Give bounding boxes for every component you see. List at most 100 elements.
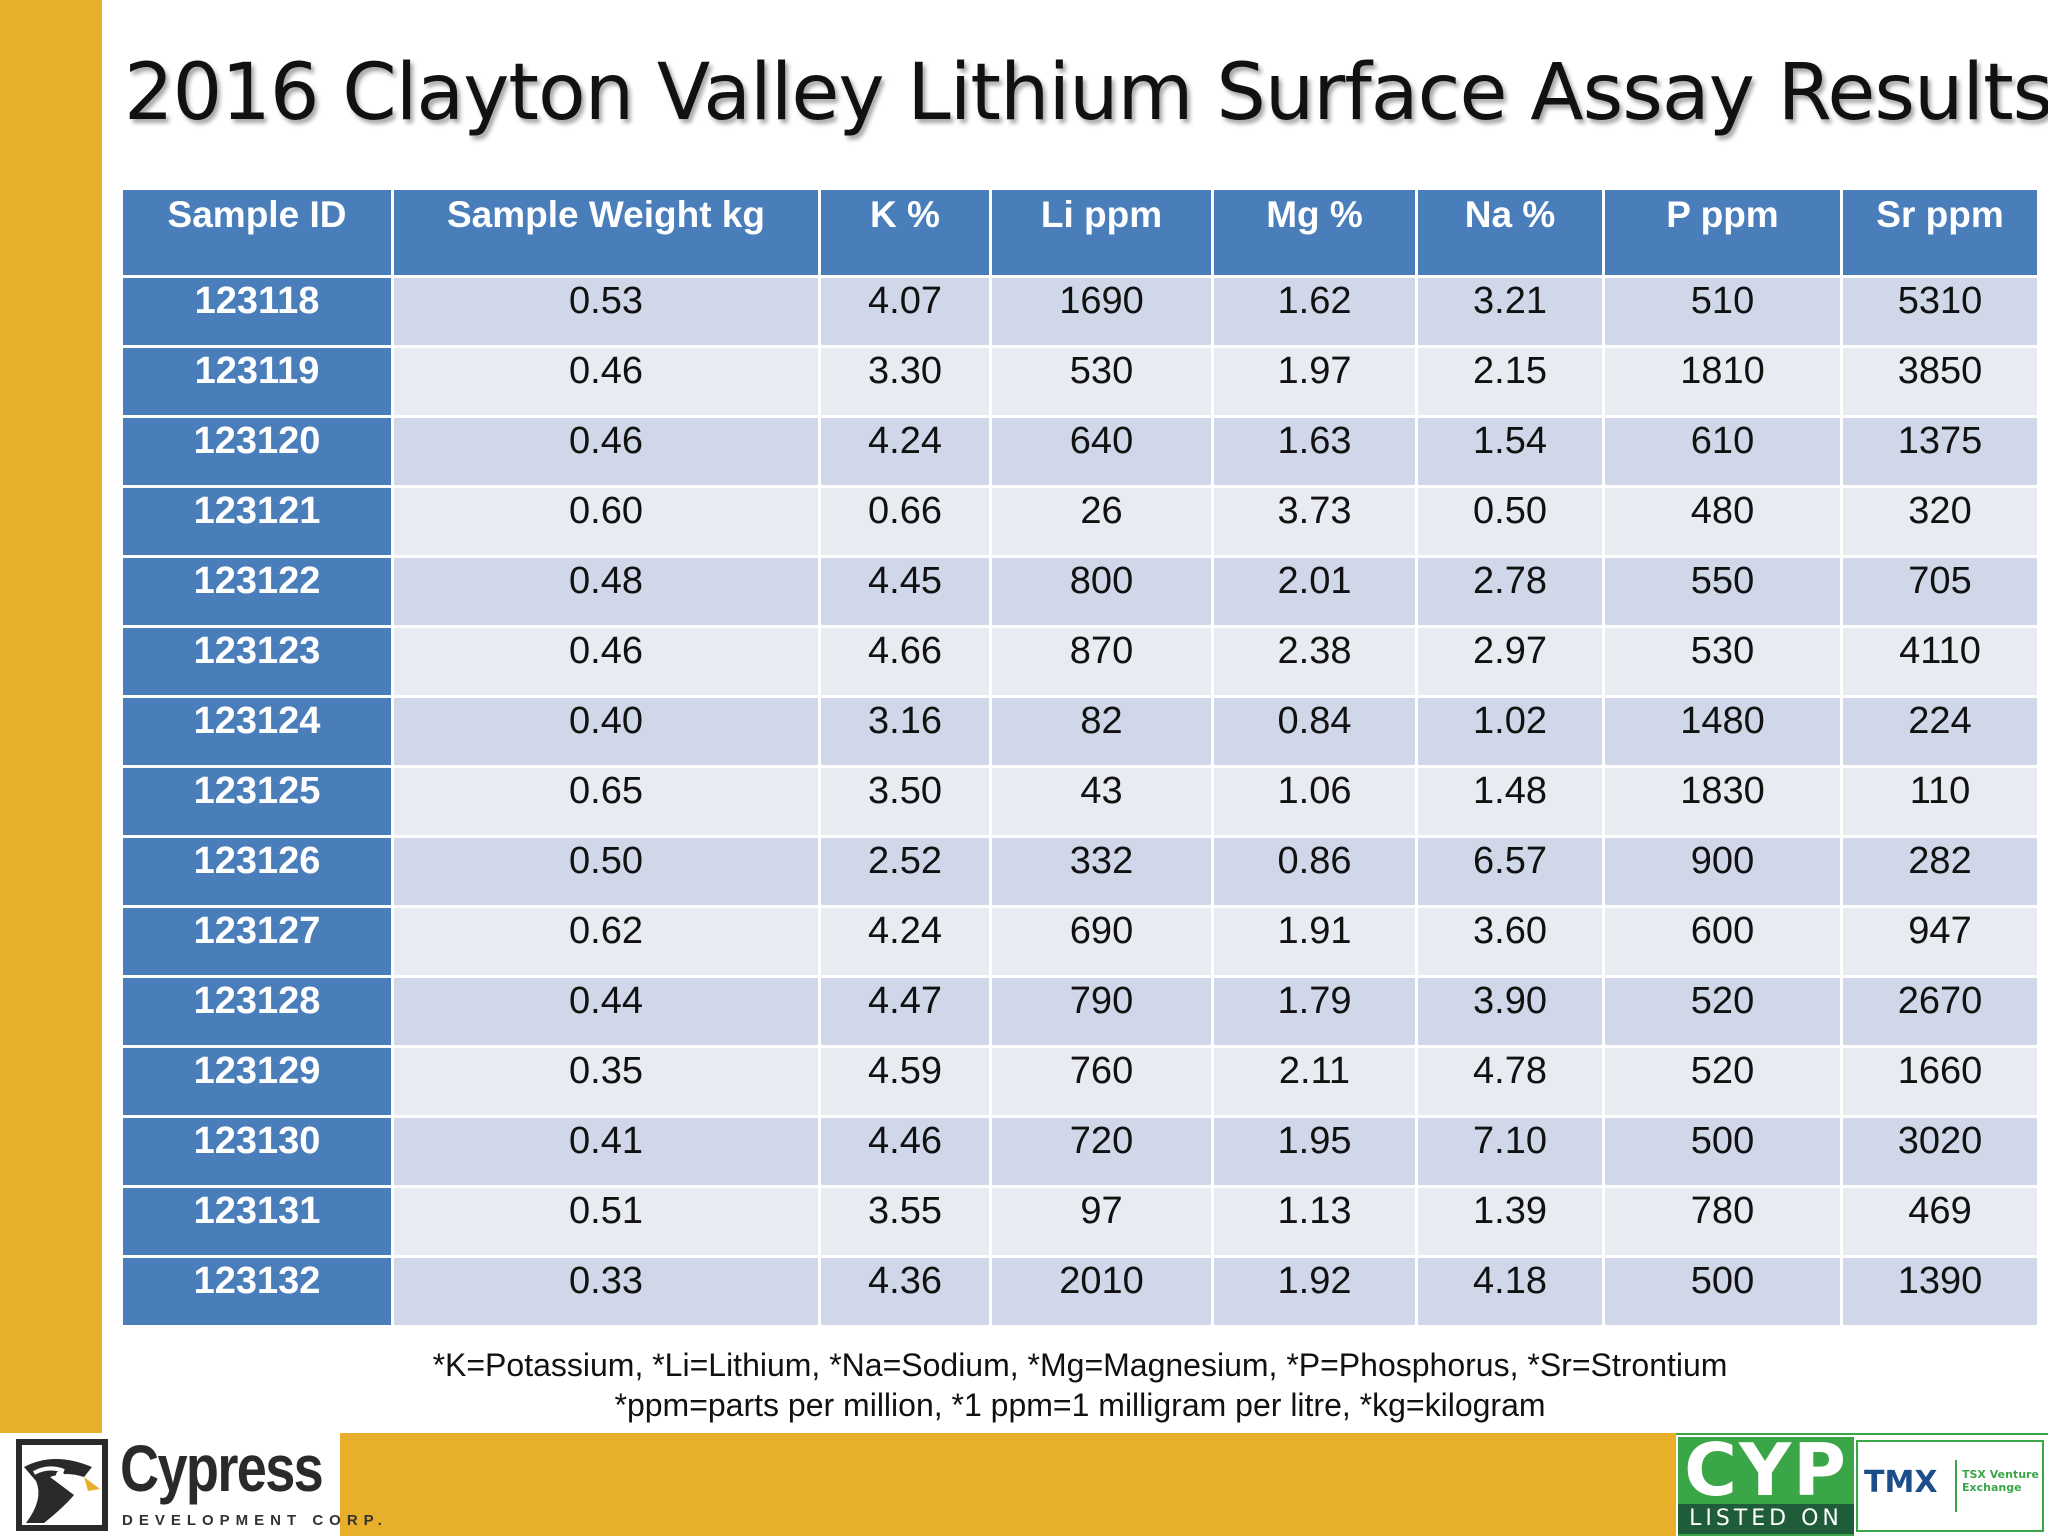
column-header: Li ppm — [992, 190, 1211, 275]
listed-on-label: LISTED ON — [1678, 1504, 1854, 1534]
ticker-symbol: CYP — [1684, 1428, 1848, 1512]
table-cell: 640 — [992, 418, 1211, 485]
table-cell: 1390 — [1843, 1258, 2037, 1325]
table-cell: 4.24 — [821, 418, 989, 485]
sample-id-cell: 123124 — [123, 698, 391, 765]
table-cell: 2.11 — [1214, 1048, 1415, 1115]
sample-id-cell: 123130 — [123, 1118, 391, 1185]
table-cell: 0.48 — [394, 558, 818, 625]
table-cell: 43 — [992, 768, 1211, 835]
table-cell: 0.41 — [394, 1118, 818, 1185]
table-cell: 4.66 — [821, 628, 989, 695]
company-subtitle: DEVELOPMENT CORP. — [122, 1512, 388, 1529]
bottom-accent-bar — [340, 1433, 1676, 1536]
table-cell: 282 — [1843, 838, 2037, 905]
table-cell: 4.59 — [821, 1048, 989, 1115]
table-cell: 705 — [1843, 558, 2037, 625]
company-name: Cypress — [120, 1431, 324, 1505]
table-cell: 1.06 — [1214, 768, 1415, 835]
table-cell: 510 — [1605, 278, 1840, 345]
table-row: 123125 0.65 3.50 43 1.06 1.48 1830 110 — [123, 768, 2037, 835]
table-cell: 3.50 — [821, 768, 989, 835]
table-cell: 610 — [1605, 418, 1840, 485]
table-cell: 3.60 — [1418, 908, 1602, 975]
table-cell: 4.07 — [821, 278, 989, 345]
table-cell: 0.86 — [1214, 838, 1415, 905]
table-cell: 3.16 — [821, 698, 989, 765]
sample-id-cell: 123129 — [123, 1048, 391, 1115]
table-cell: 3.21 — [1418, 278, 1602, 345]
table-cell: 0.50 — [394, 838, 818, 905]
table-cell: 947 — [1843, 908, 2037, 975]
table-cell: 1375 — [1843, 418, 2037, 485]
table-cell: 4.45 — [821, 558, 989, 625]
table-cell: 6.57 — [1418, 838, 1602, 905]
table-cell: 3850 — [1843, 348, 2037, 415]
table-cell: 3.55 — [821, 1188, 989, 1255]
sample-id-cell: 123121 — [123, 488, 391, 555]
table-row: 123121 0.60 0.66 26 3.73 0.50 480 320 — [123, 488, 2037, 555]
table-cell: 469 — [1843, 1188, 2037, 1255]
table-cell: 0.44 — [394, 978, 818, 1045]
table-cell: 760 — [992, 1048, 1211, 1115]
table-cell: 1.92 — [1214, 1258, 1415, 1325]
table-row: 123128 0.44 4.47 790 1.79 3.90 520 2670 — [123, 978, 2037, 1045]
table-cell: 0.62 — [394, 908, 818, 975]
table-cell: 870 — [992, 628, 1211, 695]
table-cell: 82 — [992, 698, 1211, 765]
page-title: 2016 Clayton Valley Lithium Surface Assa… — [124, 48, 2048, 138]
exchange-logo-box — [1856, 1440, 2044, 1532]
table-cell: 1.48 — [1418, 768, 1602, 835]
table-cell: 4.36 — [821, 1258, 989, 1325]
exchange-mark: TMX — [1864, 1465, 1938, 1500]
table-cell: 0.50 — [1418, 488, 1602, 555]
table-cell: 3.30 — [821, 348, 989, 415]
table-cell: 4110 — [1843, 628, 2037, 695]
table-cell: 600 — [1605, 908, 1840, 975]
table-cell: 4.46 — [821, 1118, 989, 1185]
sample-id-cell: 123126 — [123, 838, 391, 905]
table-cell: 1.79 — [1214, 978, 1415, 1045]
eagle-head-icon — [16, 1439, 108, 1531]
table-cell: 900 — [1605, 838, 1840, 905]
column-header: Mg % — [1214, 190, 1415, 275]
table-cell: 1.39 — [1418, 1188, 1602, 1255]
table-row: 123118 0.53 4.07 1690 1.62 3.21 510 5310 — [123, 278, 2037, 345]
table-cell: 1.13 — [1214, 1188, 1415, 1255]
table-row: 123122 0.48 4.45 800 2.01 2.78 550 705 — [123, 558, 2037, 625]
table-row: 123130 0.41 4.46 720 1.95 7.10 500 3020 — [123, 1118, 2037, 1185]
table-cell: 3020 — [1843, 1118, 2037, 1185]
table-cell: 1.54 — [1418, 418, 1602, 485]
table-cell: 780 — [1605, 1188, 1840, 1255]
table-cell: 0.66 — [821, 488, 989, 555]
column-header: Na % — [1418, 190, 1602, 275]
table-cell: 0.35 — [394, 1048, 818, 1115]
table-cell: 2.01 — [1214, 558, 1415, 625]
sample-id-cell: 123125 — [123, 768, 391, 835]
table-cell: 0.46 — [394, 418, 818, 485]
column-header: K % — [821, 190, 989, 275]
table-cell: 520 — [1605, 978, 1840, 1045]
table-cell: 3.90 — [1418, 978, 1602, 1045]
table-cell: 1.63 — [1214, 418, 1415, 485]
table-cell: 7.10 — [1418, 1118, 1602, 1185]
table-cell: 2.52 — [821, 838, 989, 905]
table-cell: 3.73 — [1214, 488, 1415, 555]
sample-id-cell: 123123 — [123, 628, 391, 695]
table-cell: 530 — [992, 348, 1211, 415]
exchange-name: TSX Venture Exchange — [1962, 1468, 2039, 1494]
table-row: 123132 0.33 4.36 2010 1.92 4.18 500 1390 — [123, 1258, 2037, 1325]
table-cell: 0.33 — [394, 1258, 818, 1325]
sample-id-cell: 123131 — [123, 1188, 391, 1255]
table-cell: 110 — [1843, 768, 2037, 835]
table-row: 123126 0.50 2.52 332 0.86 6.57 900 282 — [123, 838, 2037, 905]
table-row: 123119 0.46 3.30 530 1.97 2.15 1810 3850 — [123, 348, 2037, 415]
table-header-row: Sample ID Sample Weight kg K % Li ppm Mg % Na… — [123, 190, 2037, 275]
exchange-divider — [1955, 1460, 1957, 1512]
table-cell: 4.24 — [821, 908, 989, 975]
table-cell: 2670 — [1843, 978, 2037, 1045]
table-row: 123131 0.51 3.55 97 1.13 1.39 780 469 — [123, 1188, 2037, 1255]
sample-id-cell: 123127 — [123, 908, 391, 975]
table-cell: 1.62 — [1214, 278, 1415, 345]
table-cell: 0.84 — [1214, 698, 1415, 765]
